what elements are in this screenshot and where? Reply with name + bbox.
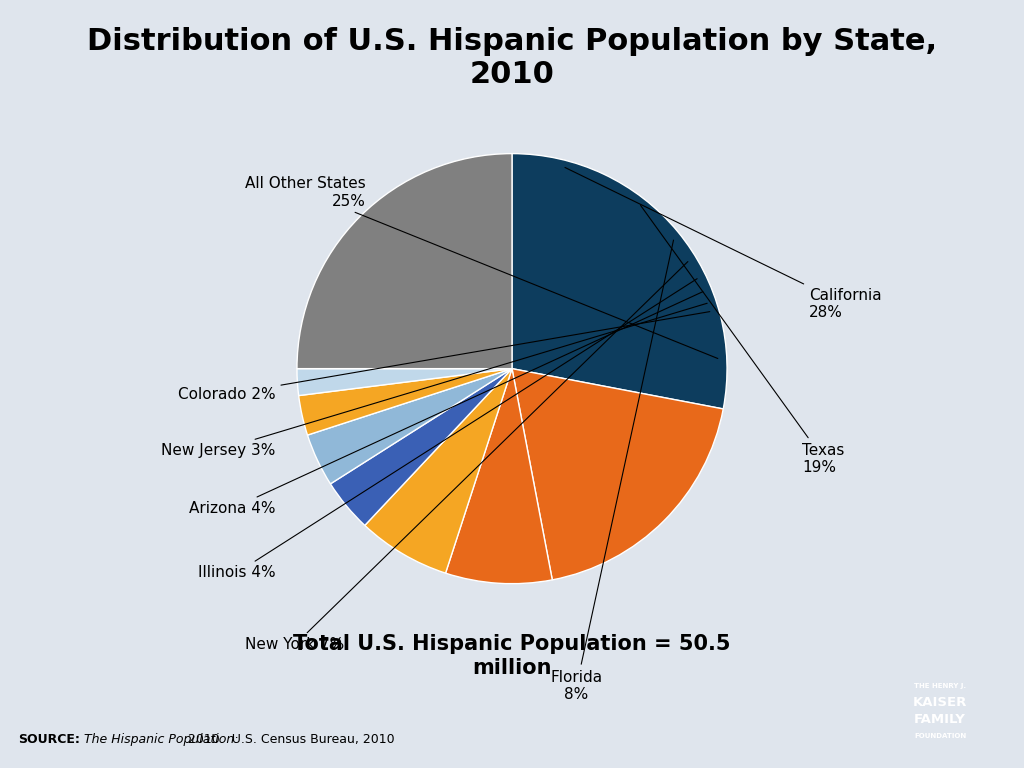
Text: Arizona 4%: Arizona 4% xyxy=(189,292,702,516)
Text: Total U.S. Hispanic Population = 50.5
million: Total U.S. Hispanic Population = 50.5 mi… xyxy=(293,634,731,678)
Text: Illinois 4%: Illinois 4% xyxy=(198,279,697,581)
Wedge shape xyxy=(365,369,512,573)
Text: New Jersey 3%: New Jersey 3% xyxy=(161,303,708,458)
Wedge shape xyxy=(299,369,512,435)
Wedge shape xyxy=(297,369,512,396)
Text: California
28%: California 28% xyxy=(565,167,882,320)
Wedge shape xyxy=(297,154,512,369)
Text: Texas
19%: Texas 19% xyxy=(641,205,845,475)
Text: KAISER: KAISER xyxy=(912,697,968,710)
Text: Colorado 2%: Colorado 2% xyxy=(178,312,710,402)
Wedge shape xyxy=(512,369,723,580)
Text: New York 7%: New York 7% xyxy=(245,262,688,653)
Text: 2010.  U.S. Census Bureau, 2010: 2010. U.S. Census Bureau, 2010 xyxy=(184,733,395,746)
Text: All Other States
25%: All Other States 25% xyxy=(245,176,718,359)
Text: The Hispanic Population:: The Hispanic Population: xyxy=(84,733,239,746)
Wedge shape xyxy=(307,369,512,484)
Text: Distribution of U.S. Hispanic Population by State,
2010: Distribution of U.S. Hispanic Population… xyxy=(87,27,937,90)
Text: THE HENRY J.: THE HENRY J. xyxy=(914,684,966,689)
Wedge shape xyxy=(445,369,552,584)
Text: FOUNDATION: FOUNDATION xyxy=(913,733,967,739)
Text: FAMILY: FAMILY xyxy=(914,713,966,726)
Text: Florida
8%: Florida 8% xyxy=(551,240,674,702)
Wedge shape xyxy=(512,154,727,409)
Text: SOURCE:: SOURCE: xyxy=(18,733,80,746)
Wedge shape xyxy=(331,369,512,525)
